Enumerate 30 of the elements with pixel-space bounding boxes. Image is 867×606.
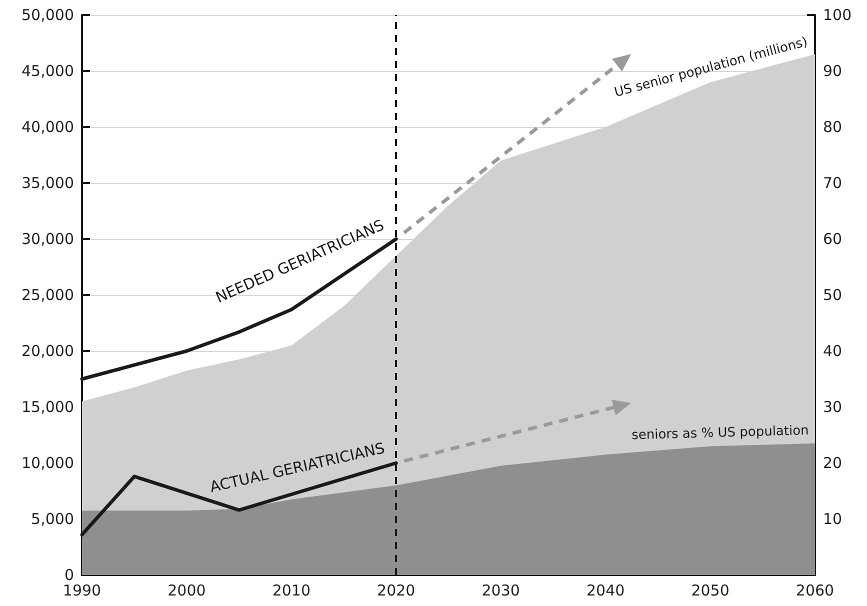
y-tick-label: 10,000 (22, 454, 74, 472)
y2-tick-label: 100 (823, 6, 852, 24)
y2-tick-label: 70 (823, 174, 842, 192)
y-tick-label: 15,000 (22, 398, 74, 416)
y-tick-label: 5,000 (31, 510, 74, 528)
y2-tick-label: 20 (823, 454, 842, 472)
x-tick-label: 2020 (377, 582, 416, 600)
x-tick-label: 2050 (691, 582, 730, 600)
y-tick-label: 0 (64, 566, 74, 584)
y-tick-label: 25,000 (22, 286, 74, 304)
y-tick-label: 50,000 (22, 6, 74, 24)
x-tick-label: 2030 (482, 582, 520, 600)
y2-tick-label: 10 (823, 510, 842, 528)
x-tick-label: 2000 (168, 582, 206, 600)
legend-label: seniors as % US population (631, 423, 810, 444)
x-tick-label: 1990 (62, 582, 102, 600)
y2-tick-label: 30 (823, 398, 842, 416)
y-tick-label: 45,000 (22, 62, 74, 80)
y-tick-label: 35,000 (22, 174, 74, 192)
y-tick-label: 40,000 (22, 118, 74, 136)
x-tick-label: 2060 (796, 582, 834, 600)
y2-tick-label: 40 (823, 342, 842, 360)
x-tick-label: 2040 (586, 582, 625, 600)
y2-tick-label: 50 (823, 286, 842, 304)
y-tick-label: 20,000 (22, 342, 74, 360)
y2-tick-label: 90 (823, 62, 842, 80)
x-tick-label: 2010 (272, 582, 311, 600)
y2-tick-label: 80 (823, 118, 842, 136)
y-tick-label: 30,000 (22, 230, 74, 248)
y2-tick-label: 60 (823, 230, 842, 248)
